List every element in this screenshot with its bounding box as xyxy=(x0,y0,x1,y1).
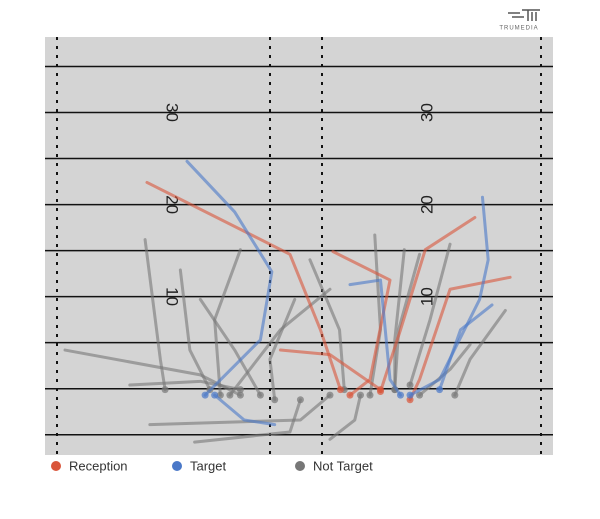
legend-swatch xyxy=(295,461,305,471)
legend-swatch xyxy=(51,461,61,471)
route xyxy=(418,343,472,397)
route-start xyxy=(326,391,334,399)
route-start xyxy=(211,391,219,399)
route-start xyxy=(436,386,444,394)
legend-label: Target xyxy=(190,458,227,473)
logo: TRUMEDIA xyxy=(499,9,540,32)
route xyxy=(408,275,512,402)
route xyxy=(308,258,346,392)
route-start xyxy=(406,381,414,389)
route xyxy=(393,248,406,392)
route xyxy=(213,393,277,427)
route xyxy=(198,297,262,397)
route-start xyxy=(226,391,234,399)
route-start xyxy=(356,391,364,399)
route xyxy=(331,250,392,397)
legend-swatch xyxy=(172,461,182,471)
route xyxy=(348,278,403,397)
route xyxy=(148,393,332,427)
route xyxy=(143,238,167,392)
route xyxy=(408,195,490,397)
route-start xyxy=(416,391,424,399)
route xyxy=(438,303,494,392)
route-start xyxy=(236,391,244,399)
route xyxy=(328,393,362,441)
yard-number: 10 xyxy=(163,287,182,306)
route-start xyxy=(406,391,414,399)
yard-number: 10 xyxy=(417,287,436,306)
field xyxy=(45,37,553,455)
route xyxy=(193,398,302,444)
route xyxy=(145,180,342,392)
route xyxy=(178,268,212,392)
legend-label: Reception xyxy=(69,458,128,473)
route-start xyxy=(161,386,169,394)
route-start xyxy=(256,391,264,399)
route xyxy=(378,215,477,393)
route-start xyxy=(451,391,459,399)
route-start xyxy=(346,391,354,399)
route-start xyxy=(366,391,374,399)
brand: TRUMEDIA xyxy=(499,26,538,32)
route xyxy=(128,379,242,392)
legend-label: Not Target xyxy=(313,458,373,473)
route-start xyxy=(271,396,279,404)
route-start xyxy=(336,386,344,394)
route xyxy=(408,242,452,387)
route xyxy=(185,159,274,397)
route-start xyxy=(296,396,304,404)
route-start xyxy=(236,386,244,394)
yard-number: 30 xyxy=(163,103,182,122)
route xyxy=(63,348,242,397)
yard-number: 30 xyxy=(417,103,436,122)
route xyxy=(278,348,382,392)
route xyxy=(453,308,507,397)
yard-number: 20 xyxy=(417,195,436,214)
yard-number: 20 xyxy=(163,195,182,214)
route-start xyxy=(376,386,384,394)
route-start xyxy=(397,391,405,399)
route-start xyxy=(201,391,209,399)
route xyxy=(268,297,297,402)
